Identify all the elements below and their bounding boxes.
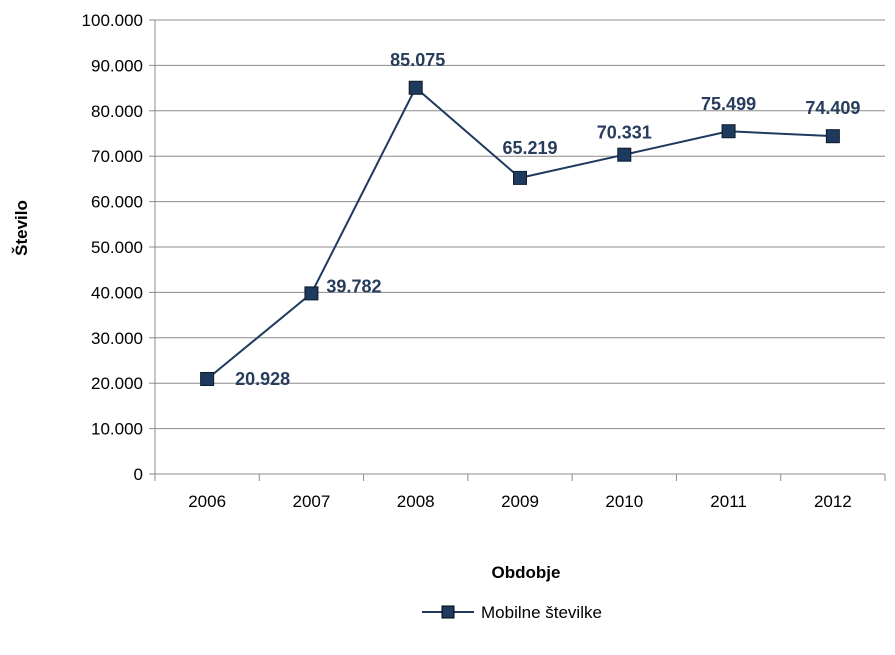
data-labels: 20.928 39.782 85.075 65.219 70.331 75.499 74.4… (235, 50, 860, 389)
axes (149, 19, 886, 481)
y-tick-label-0: 0 (134, 465, 143, 484)
data-point-2009 (513, 170, 527, 185)
data-point-2008 (408, 80, 423, 95)
y-axis-title: Število (12, 200, 31, 256)
x-tick-labels: 2006 2007 2008 2009 2010 2011 2012 (188, 492, 852, 511)
y-tick-label-2: 20.000 (91, 374, 143, 393)
gridlines (155, 19, 885, 430)
y-tick-label-4: 40.000 (91, 283, 143, 302)
y-tick-label-1: 10.000 (91, 420, 143, 439)
y-tick-label-8: 80.000 (91, 102, 143, 121)
y-tick-label-3: 30.000 (91, 329, 143, 348)
y-tick-label-5: 50.000 (91, 238, 143, 257)
legend: Mobilne številke (422, 603, 602, 622)
data-point-2006 (200, 371, 215, 386)
legend-label-mobilne-stevilke: Mobilne številke (481, 603, 602, 622)
data-point-2010 (617, 147, 632, 162)
data-point-2007 (304, 286, 319, 301)
data-label-2008: 85.075 (390, 50, 445, 70)
data-label-2012: 74.409 (805, 98, 860, 118)
x-tick-label-2010: 2010 (605, 492, 643, 511)
y-tick-label-7: 70.000 (91, 147, 143, 166)
series (200, 80, 840, 386)
y-tick-label-10: 100.000 (82, 11, 143, 30)
y-tick-label-6: 60.000 (91, 193, 143, 212)
x-tick-label-2009: 2009 (501, 492, 539, 511)
x-axis-title: Obdobje (492, 563, 561, 582)
data-label-2006: 20.928 (235, 369, 290, 389)
data-label-2009: 65.219 (502, 138, 557, 158)
data-label-2010: 70.331 (597, 123, 652, 143)
x-tick-label-2012: 2012 (814, 492, 852, 511)
x-tick-label-2007: 2007 (293, 492, 331, 511)
data-point-2011 (721, 124, 736, 139)
data-label-2007: 39.782 (326, 276, 381, 296)
y-tick-labels: 0 10.000 20.000 30.000 40.000 50.000 60.000 70.… (82, 11, 143, 484)
data-point-2012 (825, 129, 840, 144)
y-tick-label-9: 90.000 (91, 56, 143, 75)
x-tick-label-2006: 2006 (188, 492, 226, 511)
legend-marker-swatch (441, 605, 455, 619)
series-line-mobilne-stevilke (206, 86, 833, 380)
data-label-2011: 75.499 (701, 94, 756, 114)
x-tick-label-2011: 2011 (710, 492, 747, 511)
x-tick-label-2008: 2008 (397, 492, 435, 511)
